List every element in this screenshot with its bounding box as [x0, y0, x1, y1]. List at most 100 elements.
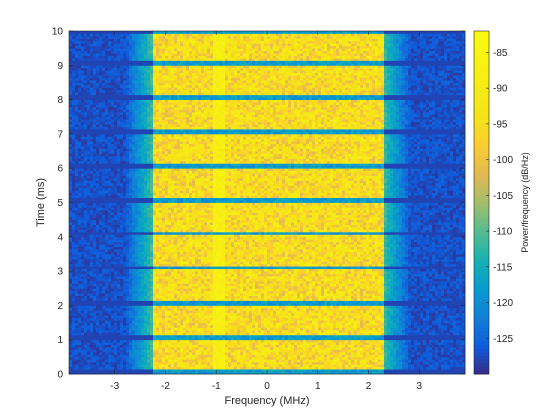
heatmap-cell — [303, 332, 306, 335]
heatmap-cell — [312, 340, 315, 343]
heatmap-cell — [390, 291, 393, 294]
heatmap-cell — [372, 337, 375, 340]
heatmap-cell — [318, 298, 321, 301]
heatmap-cell — [96, 308, 99, 311]
heatmap-cell — [360, 367, 363, 370]
heatmap-cell — [324, 357, 327, 360]
heatmap-cell — [195, 337, 198, 340]
heatmap-cell — [99, 345, 102, 348]
heatmap-cell — [255, 313, 258, 316]
heatmap-cell — [306, 298, 309, 301]
heatmap-cell — [402, 281, 405, 284]
heatmap-cell — [426, 359, 429, 362]
heatmap-cell — [381, 347, 384, 350]
heatmap-cell — [447, 293, 450, 296]
heatmap-cell — [72, 296, 75, 299]
heatmap-cell — [180, 296, 183, 299]
heatmap-cell — [261, 301, 264, 304]
heatmap-cell — [231, 291, 234, 294]
heatmap-cell — [186, 308, 189, 311]
heatmap-cell — [225, 313, 228, 316]
heatmap-cell — [87, 362, 90, 365]
heatmap-cell — [432, 288, 435, 291]
heatmap-cell — [342, 320, 345, 323]
heatmap-cell — [288, 345, 291, 348]
heatmap-cell — [303, 301, 306, 304]
heatmap-cell — [252, 364, 255, 367]
heatmap-cell — [255, 298, 258, 301]
heatmap-cell — [405, 318, 408, 321]
heatmap-cell — [246, 308, 249, 311]
heatmap-cell — [363, 293, 366, 296]
heatmap-cell — [420, 369, 423, 372]
heatmap-cell — [312, 354, 315, 357]
heatmap-cell — [180, 330, 183, 333]
heatmap-cell — [294, 318, 297, 321]
heatmap-cell — [210, 367, 213, 370]
heatmap-cell — [216, 291, 219, 294]
heatmap-cell — [381, 359, 384, 362]
heatmap-cell — [231, 288, 234, 291]
heatmap-cell — [396, 288, 399, 291]
heatmap-cell — [417, 367, 420, 370]
heatmap-cell — [135, 325, 138, 328]
heatmap-cell — [444, 288, 447, 291]
heatmap-cell — [75, 342, 78, 345]
heatmap-cell — [228, 320, 231, 323]
heatmap-cell — [135, 350, 138, 353]
heatmap-cell — [414, 296, 417, 299]
heatmap-cell — [216, 364, 219, 367]
heatmap-cell — [297, 315, 300, 318]
heatmap-cell — [270, 330, 273, 333]
heatmap-cell — [315, 323, 318, 326]
heatmap-cell — [432, 305, 435, 308]
heatmap-cell — [237, 291, 240, 294]
heatmap-cell — [147, 318, 150, 321]
heatmap-cell — [78, 308, 81, 311]
heatmap-cell — [207, 323, 210, 326]
heatmap-cell — [192, 293, 195, 296]
heatmap-cell — [75, 327, 78, 330]
heatmap-cell — [153, 369, 156, 372]
heatmap-cell — [450, 286, 453, 289]
heatmap-cell — [351, 332, 354, 335]
heatmap-cell — [312, 291, 315, 294]
heatmap-cell — [225, 362, 228, 365]
heatmap-cell — [72, 354, 75, 357]
heatmap-cell — [261, 332, 264, 335]
heatmap-cell — [159, 342, 162, 345]
heatmap-cell — [387, 352, 390, 355]
heatmap-cell — [216, 347, 219, 350]
heatmap-cell — [297, 335, 300, 338]
heatmap-cell — [405, 315, 408, 318]
heatmap-cell — [312, 308, 315, 311]
heatmap-cell — [294, 357, 297, 360]
heatmap-cell — [264, 293, 267, 296]
heatmap-cell — [90, 359, 93, 362]
heatmap-cell — [393, 283, 396, 286]
heatmap-cell — [159, 281, 162, 284]
heatmap-cell — [435, 298, 438, 301]
heatmap-cell — [105, 296, 108, 299]
heatmap-cell — [369, 315, 372, 318]
heatmap-cell — [105, 320, 108, 323]
heatmap-cell — [444, 354, 447, 357]
heatmap-cell — [261, 315, 264, 318]
heatmap-cell — [390, 301, 393, 304]
heatmap-cell — [384, 320, 387, 323]
heatmap-cell — [324, 325, 327, 328]
heatmap-cell — [180, 332, 183, 335]
heatmap-cell — [150, 291, 153, 294]
heatmap-cell — [258, 327, 261, 330]
heatmap-cell — [420, 313, 423, 316]
heatmap-cell — [351, 283, 354, 286]
heatmap-cell — [93, 313, 96, 316]
heatmap-cell — [258, 364, 261, 367]
heatmap-cell — [282, 293, 285, 296]
heatmap-cell — [429, 342, 432, 345]
heatmap-cell — [186, 350, 189, 353]
heatmap-cell — [429, 330, 432, 333]
heatmap-cell — [72, 286, 75, 289]
heatmap-cell — [189, 332, 192, 335]
heatmap-cell — [441, 354, 444, 357]
